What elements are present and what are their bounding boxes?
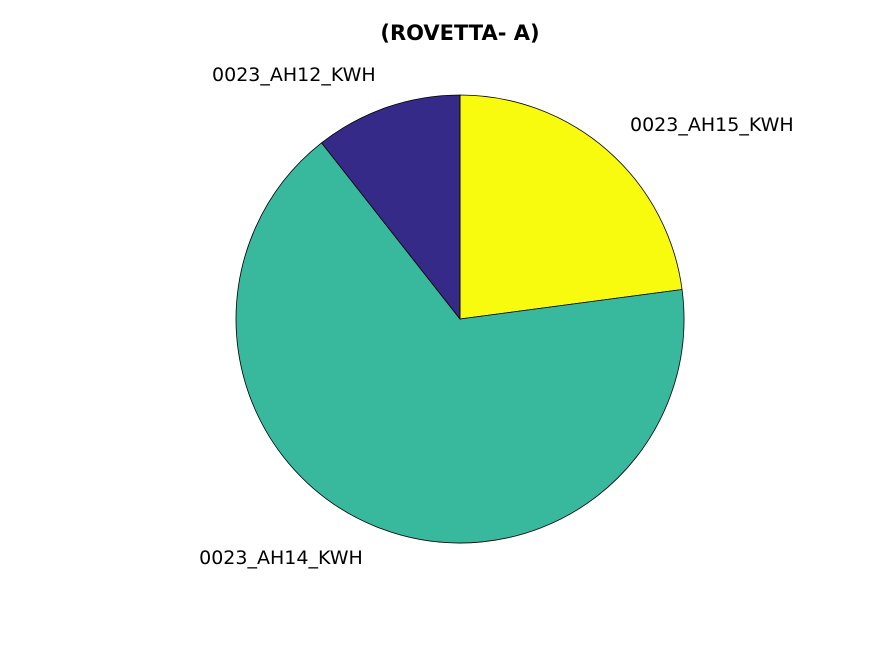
- pie-slice-0023-ah15-kwh: [459, 94, 683, 320]
- pie-label-0023-ah15-kwh: 0023_AH15_KWH: [630, 114, 794, 136]
- pie-slice-0023-ah12-kwh: [321, 94, 461, 321]
- pie-slices: [235, 94, 685, 544]
- pie-labels: 0023_AH15_KWH 0023_AH14_KWH 0023_AH12_KWH: [199, 64, 794, 569]
- pie-label-0023-ah14-kwh: 0023_AH14_KWH: [199, 547, 363, 569]
- pie-label-0023-ah12-kwh: 0023_AH12_KWH: [212, 64, 376, 86]
- chart-title: (ROVETTA- A): [380, 21, 539, 45]
- pie-slice-0023-ah14-kwh: [235, 142, 685, 544]
